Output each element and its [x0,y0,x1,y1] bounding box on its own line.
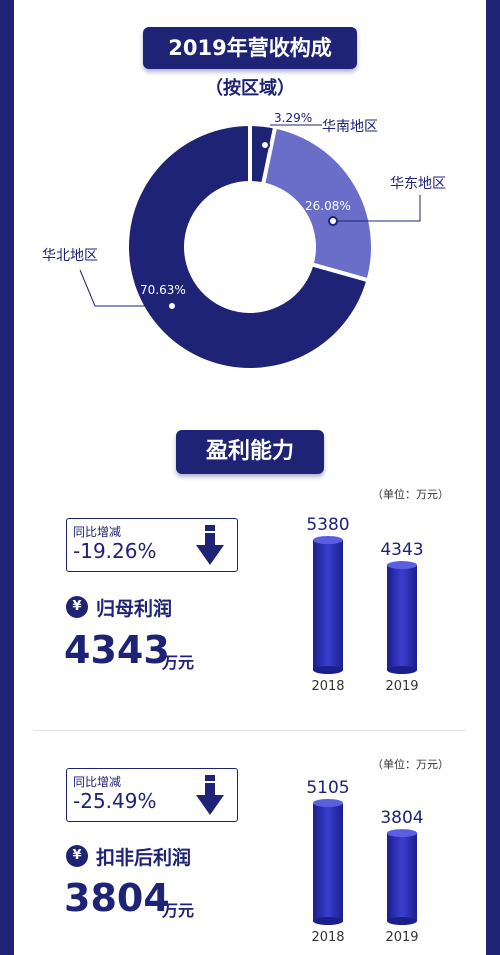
big-unit-1: 万元 [162,653,195,672]
profit-title: 盈利能力 [176,430,324,474]
bar-category-label-2019: 2019 [385,930,418,945]
donut-labels: 3.29% 华南地区 26.08% 华东地区 70.63% 华北地区 [42,111,446,297]
donut-slices [125,121,375,372]
metric-name-1: 归母利润 [96,598,173,620]
bar-value-label-2019: 3804 [380,808,423,828]
big-unit-2: 万元 [162,901,195,920]
bar-cap-2018 [313,799,343,807]
revenue-title: 2019年营收构成 [143,27,357,69]
right-border-bar [486,0,500,955]
bar-2018 [313,540,343,670]
bar-category-label-2018: 2018 [311,679,344,694]
donut-slice-1 [260,124,375,283]
metric-name-2: 扣非后利润 [96,847,192,869]
leader-dot-1 [328,216,338,226]
donut-leaders [79,124,421,311]
slice-region-label-1: 华东地区 [390,176,446,192]
bar-cap-2019 [387,829,417,838]
down-arrow-icon [196,525,224,565]
slice-percent-label-0: 3.29% [274,111,312,125]
change-label-2: 同比增减 [73,775,122,789]
bar-base-2018 [313,917,343,925]
bar-value-label-2019: 4343 [380,540,423,560]
bar-chart-2: 5105 2018 3804 2019 [306,778,423,945]
slice-region-label-2: 华北地区 [42,248,98,264]
bar-2018 [313,803,343,921]
slice-percent-label-2: 70.63% [140,283,186,297]
donut-slice-2 [125,121,371,372]
bar-value-label-2018: 5105 [306,778,349,798]
bar-base-2019 [387,917,417,925]
big-value-2: 3804 [64,876,170,920]
bar-category-label-2019: 2019 [385,679,418,694]
slice-region-label-0: 华南地区 [322,119,378,135]
left-border-bar [0,0,14,955]
change-value-1: -19.26% [73,539,157,563]
leader-dot-0 [260,140,270,150]
unit-note-1: （单位：万元） [372,488,449,501]
bar-cap-2018 [313,536,343,544]
bar-cap-2019 [387,561,417,570]
revenue-donut-chart: 3.29% 华南地区 26.08% 华东地区 70.63% 华北地区 [42,111,446,372]
leader-line-2 [79,269,172,307]
section-divider [34,730,466,731]
big-value-1: 4343 [64,628,170,672]
bar-base-2018 [313,666,343,674]
change-box-2: 同比增减 -25.49% [66,768,238,822]
bar-chart-1: 5380 2018 4343 2019 [306,515,423,694]
bar-2019 [387,565,417,670]
bar-category-label-2018: 2018 [311,930,344,945]
bar-value-label-2018: 5380 [306,515,349,535]
leader-dot-2 [167,301,177,311]
change-box-1: 同比增减 -19.26% [66,518,238,572]
slice-percent-label-1: 26.08% [305,199,351,213]
change-value-2: -25.49% [73,789,157,813]
yen-icon: ¥ [66,845,88,867]
change-label-1: 同比增减 [73,525,122,539]
bar-2019 [387,833,417,921]
yen-icon: ¥ [66,596,88,618]
revenue-subtitle: （按区域） [205,78,295,99]
leader-line-1 [333,195,421,222]
down-arrow-icon [196,775,224,815]
unit-note-2: （单位：万元） [372,758,449,771]
bar-base-2019 [387,666,417,674]
